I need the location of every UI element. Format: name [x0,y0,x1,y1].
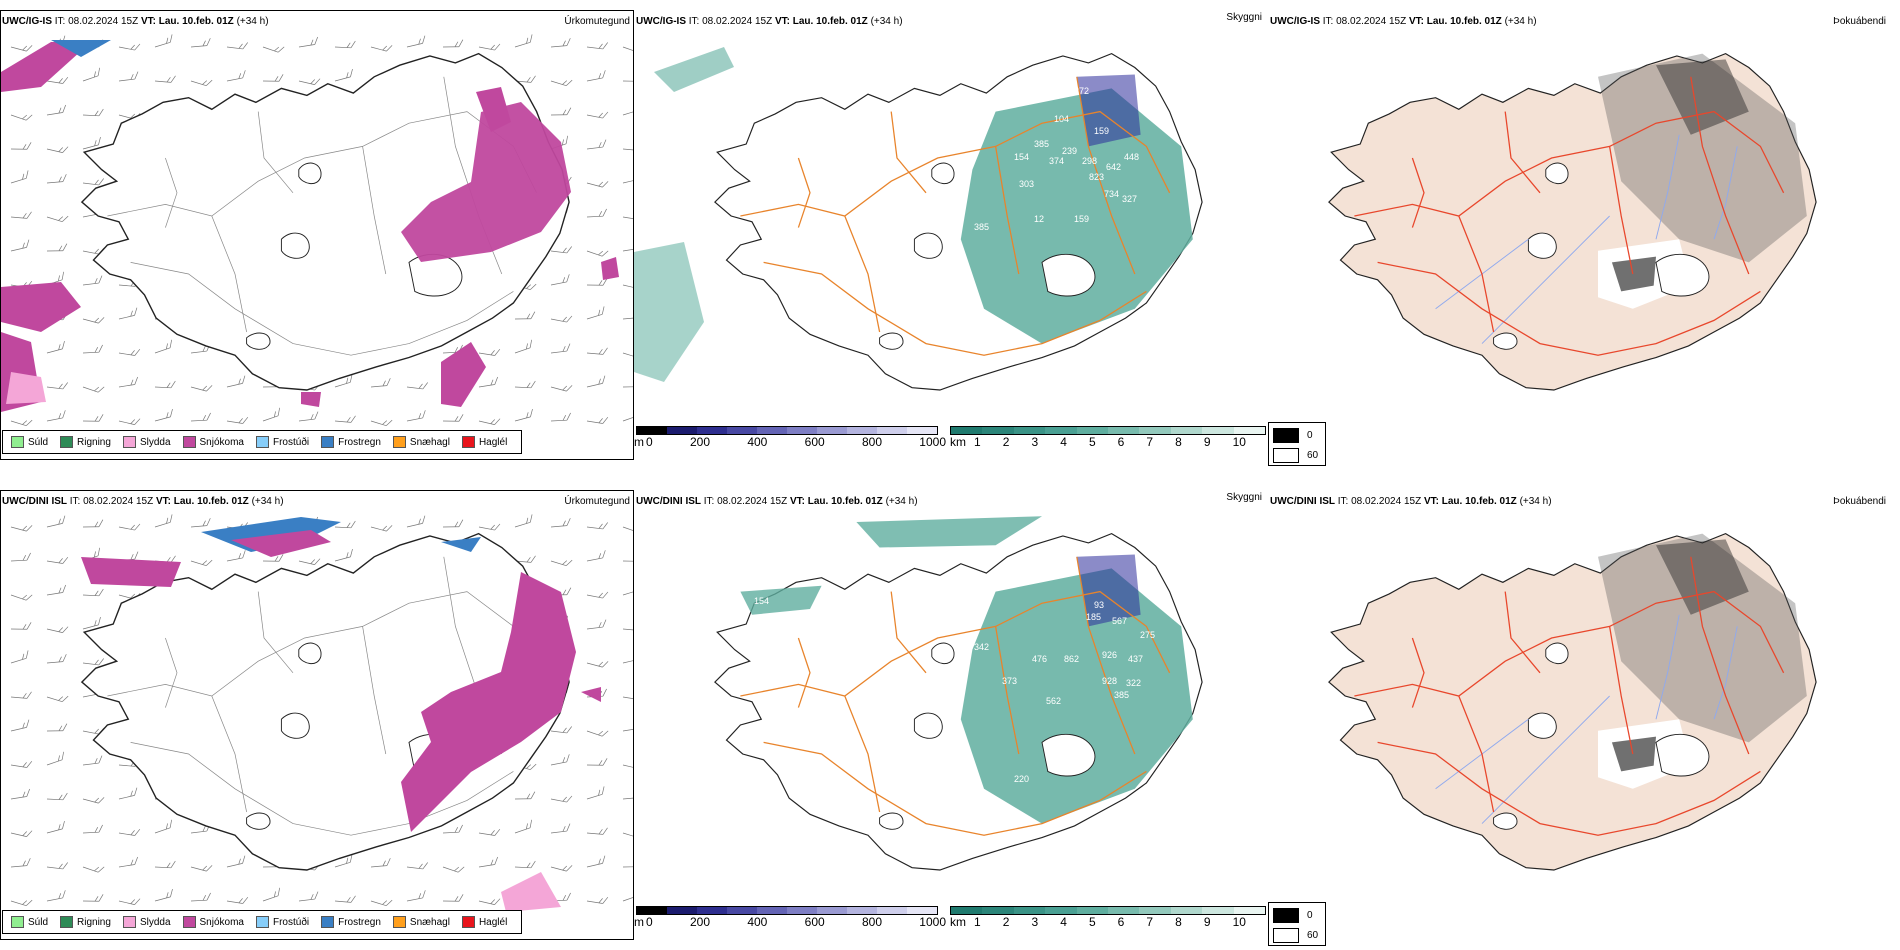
vis-value-label: 448 [1124,152,1139,162]
legend-swatch [182,916,196,928]
vis-value-label: 154 [1014,152,1029,162]
vis-value-label: 159 [1074,214,1089,224]
legend-item: Haglél [461,916,507,928]
panel-header: UWC/IG-IS IT: 08.02.2024 15Z VT: Lau. 10… [2,16,269,27]
fog-panel: UWC/DINI ISL IT: 08.02.2024 15Z VT: Lau.… [1268,490,1900,946]
vis-value-label: 823 [1089,172,1104,182]
vis-value-label: 562 [1046,696,1061,706]
vis-value-label: 862 [1064,654,1079,664]
vis-value-label: 93 [1094,600,1104,610]
vis-value-label: 154 [754,596,769,606]
visibility-panel: UWC/DINI ISL IT: 08.02.2024 15Z VT: Lau.… [634,490,1268,940]
legend-swatch [122,436,136,448]
vis-title: Skyggni [1226,492,1262,503]
legend-swatch [392,916,406,928]
legend-item: Frostúði [255,916,309,928]
legend-item: Súld [11,916,48,928]
visibility-map: 167 154 93 185 567 342 476 862 926 437 275 373 928 32… [714,516,1203,871]
vis-value-label: 734 [1104,189,1119,199]
legend-swatch [182,436,196,448]
vis-value-label: 303 [1019,179,1034,189]
panel-header: UWC/DINI ISL IT: 08.02.2024 15Z VT: Lau.… [636,496,918,507]
vis-value-label: 374 [1049,156,1064,166]
fog-legend: 0 60 [1268,422,1326,466]
vis-value-label: 275 [1140,630,1155,640]
vis-value-label: 239 [1062,146,1077,156]
legend-swatch [11,436,24,448]
km-colorbar: km 1 2 3 4 5 6 7 8 9 10 [950,906,1270,940]
vis-value-label: 385 [1114,690,1129,700]
precip-legend: Súld Rigning Slydda Snjókoma Frostúði [2,910,523,934]
legend-swatch [392,436,406,448]
legend-swatch [60,436,74,448]
legend-swatch [11,916,24,928]
fog-panel: UWC/IG-IS IT: 08.02.2024 15Z VT: Lau. 10… [1268,10,1900,466]
legend-item: Snæhagl [392,436,450,448]
vis-value-label: 327 [1122,194,1137,204]
legend-item: Snæhagl [392,916,450,928]
vis-value-label: 159 [1094,126,1109,136]
vis-value-label: 926 [1102,650,1117,660]
height-colorbar: m 0 200 400 600 800 1000 [634,906,954,940]
vis-value-label: 437 [1128,654,1143,664]
vis-value-label: 928 [1102,676,1117,686]
legend-swatch [60,916,74,928]
height-colorbar: m 0 200 400 600 800 1000 [634,426,954,460]
panel-header: UWC/IG-IS IT: 08.02.2024 15Z VT: Lau. 10… [1270,16,1537,27]
fog-map [1328,52,1817,391]
legend-swatch [461,916,475,928]
vis-value-label: 322 [1126,678,1141,688]
precip-title: Úrkomutegund [564,16,630,27]
vis-value-label: 220 [1014,774,1029,784]
legend-item: Slydda [122,436,171,448]
panel-header: UWC/DINI ISL IT: 08.02.2024 15Z VT: Lau.… [1270,496,1552,507]
legend-item: Rigning [60,436,111,448]
vis-value-label: 476 [1032,654,1047,664]
legend-swatch [255,916,269,928]
vis-value-label: 373 [1002,676,1017,686]
km-colorbar: km 1 2 3 4 5 6 7 8 9 10 [950,426,1270,460]
legend-swatch [321,436,335,448]
legend-swatch [321,916,335,928]
legend-item: Slydda [122,916,171,928]
vis-value-label: 104 [1054,114,1069,124]
legend-item: Rigning [60,916,111,928]
legend-item: Súld [11,436,48,448]
legend-item: Snjókoma [182,916,244,928]
legend-item: Frostregn [321,436,381,448]
precip-legend: Súld Rigning Slydda Snjókoma Frostúði [2,430,523,454]
legend-item: Frostúði [255,436,309,448]
fog-title: Þokuábendi [1833,496,1886,507]
legend-item: Snjókoma [182,436,244,448]
vis-value-label: 385 [974,222,989,232]
precip-panel: UWC/IG-IS IT: 08.02.2024 15Z VT: Lau. 10… [0,10,634,460]
panel-header: UWC/DINI ISL IT: 08.02.2024 15Z VT: Lau.… [2,496,284,507]
precip-map [1,34,633,427]
precip-map [10,514,633,912]
legend-swatch [122,916,136,928]
vis-value-label: 567 [1112,616,1127,626]
vis-value-label: 12 [1034,214,1044,224]
vis-value-label: 642 [1106,162,1121,172]
vis-title: Skyggni [1226,12,1262,23]
vis-value-label: 185 [1086,612,1101,622]
fog-legend: 0 60 [1268,902,1326,946]
precip-title: Úrkomutegund [564,496,630,507]
visibility-panel: UWC/IG-IS IT: 08.02.2024 15Z VT: Lau. 10… [634,10,1268,460]
legend-item: Frostregn [321,916,381,928]
legend-item: Haglél [461,436,507,448]
fog-title: Þokuábendi [1833,16,1886,27]
precip-panel: UWC/DINI ISL IT: 08.02.2024 15Z VT: Lau.… [0,490,634,940]
vis-value-label: 372 [1074,86,1089,96]
panel-header: UWC/IG-IS IT: 08.02.2024 15Z VT: Lau. 10… [636,16,903,27]
fog-map [1328,532,1817,871]
vis-value-label: 298 [1082,156,1097,166]
vis-value-label: 167 [784,572,799,582]
vis-value-label: 342 [974,642,989,652]
legend-swatch [461,436,475,448]
vis-value-label: 130 [924,704,939,714]
vis-value-label: 385 [1034,139,1049,149]
legend-swatch [255,436,269,448]
